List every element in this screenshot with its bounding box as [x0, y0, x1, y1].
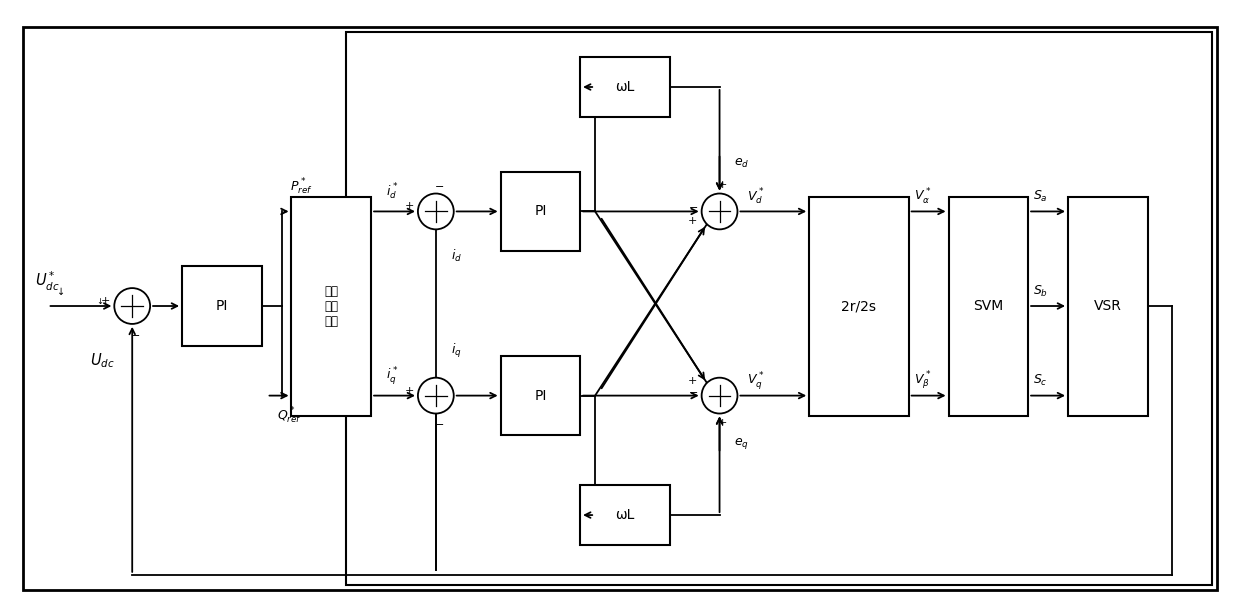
Bar — [501, 356, 580, 436]
Text: +: + — [718, 418, 727, 428]
Text: $i_d^*$: $i_d^*$ — [386, 181, 398, 201]
Text: ωL: ωL — [615, 508, 635, 522]
Circle shape — [418, 378, 454, 413]
Text: $P_{ref}^*$: $P_{ref}^*$ — [290, 176, 312, 197]
Text: +: + — [718, 179, 727, 190]
Text: $U_{dc}^*$: $U_{dc}^*$ — [35, 270, 60, 293]
Text: $i_d$: $i_d$ — [451, 248, 461, 264]
Text: ωL: ωL — [615, 80, 635, 94]
Text: $e_d$: $e_d$ — [734, 157, 750, 170]
Text: $i_q^*$: $i_q^*$ — [386, 365, 398, 387]
Circle shape — [418, 193, 454, 229]
Circle shape — [702, 378, 738, 413]
Bar — [1068, 197, 1147, 416]
Text: VSR: VSR — [1094, 299, 1122, 313]
Text: +: + — [688, 216, 698, 227]
Circle shape — [114, 288, 150, 324]
Text: +: + — [404, 386, 414, 395]
Text: $-$: $-$ — [434, 418, 444, 428]
Text: $S_c$: $S_c$ — [1033, 373, 1048, 388]
Text: $-$: $-$ — [687, 201, 698, 211]
Text: $S_b$: $S_b$ — [1033, 283, 1048, 299]
Text: PI: PI — [216, 299, 228, 313]
Text: $V_d^*$: $V_d^*$ — [748, 187, 765, 206]
Text: 2r/2s: 2r/2s — [842, 299, 877, 313]
Text: $S_a$: $S_a$ — [1033, 189, 1048, 204]
Text: $\downarrow$: $\downarrow$ — [95, 296, 104, 306]
Circle shape — [702, 193, 738, 229]
Bar — [949, 197, 1028, 416]
Text: $Q_{ref}^*$: $Q_{ref}^*$ — [277, 405, 301, 426]
Text: $-$: $-$ — [130, 329, 140, 339]
Bar — [501, 172, 580, 251]
Text: SVM: SVM — [973, 299, 1003, 313]
Text: PI: PI — [534, 389, 547, 403]
Text: 电流
指令
计算: 电流 指令 计算 — [325, 285, 339, 328]
Bar — [346, 32, 1213, 585]
Text: $U_{dc}$: $U_{dc}$ — [91, 351, 114, 370]
Bar — [580, 485, 670, 545]
Text: $i_q$: $i_q$ — [451, 342, 461, 360]
Text: +: + — [404, 201, 414, 211]
Text: $\downarrow$: $\downarrow$ — [56, 286, 66, 297]
Bar — [182, 266, 262, 346]
Text: $V_\alpha^*$: $V_\alpha^*$ — [914, 187, 931, 206]
Bar — [580, 57, 670, 117]
Text: $e_q$: $e_q$ — [734, 436, 749, 451]
Text: +: + — [100, 296, 110, 306]
Bar — [810, 197, 909, 416]
Text: $V_\beta^*$: $V_\beta^*$ — [914, 370, 931, 392]
Text: PI: PI — [534, 205, 547, 219]
Text: $-$: $-$ — [434, 179, 444, 190]
Text: $V_q^*$: $V_q^*$ — [748, 370, 765, 392]
Text: +: + — [688, 376, 698, 386]
Bar — [291, 197, 371, 416]
Text: $-$: $-$ — [687, 386, 698, 395]
